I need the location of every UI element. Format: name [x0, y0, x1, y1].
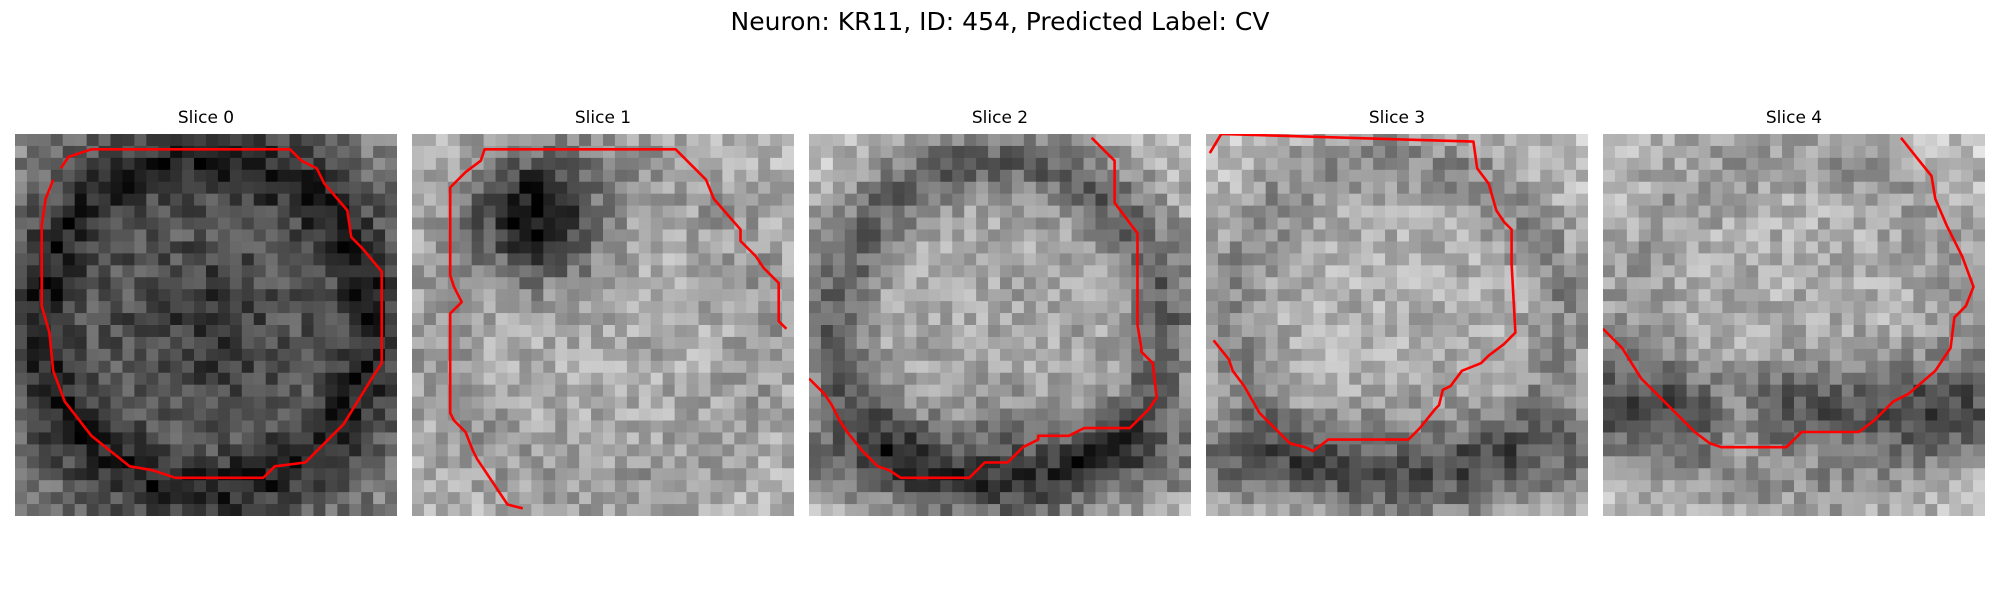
slice-title: Slice 2 [971, 108, 1029, 128]
slice-title: Slice 4 [1765, 108, 1823, 128]
image-pixels [809, 134, 1191, 516]
image-pixels [1603, 134, 1985, 516]
slice-image-1 [412, 134, 794, 516]
slice-image-0 [15, 134, 397, 516]
slice-panel-3: Slice 3 [1206, 107, 1588, 523]
slice-image-3 [1206, 134, 1588, 516]
slice-panel-4: Slice 4 [1603, 107, 1985, 523]
segmentation-contour [1208, 134, 1517, 453]
figure-title: Neuron: KR11, ID: 454, Predicted Label: … [730, 7, 1270, 36]
slice-title: Slice 1 [574, 108, 632, 128]
segmentation-contour [1603, 136, 1975, 449]
segmentation-contour [809, 136, 1158, 480]
slice-image-2 [809, 134, 1191, 516]
slice-title: Slice 0 [177, 108, 235, 128]
image-pixels [1206, 134, 1588, 516]
slice-panel-2: Slice 2 [809, 107, 1191, 523]
segmentation-contour [448, 148, 788, 510]
image-pixels [15, 134, 397, 516]
segmentation-contour [40, 148, 384, 480]
slice-image-4 [1603, 134, 1985, 516]
slice-panel-1: Slice 1 [412, 107, 794, 523]
slice-title: Slice 3 [1368, 108, 1426, 128]
image-pixels [412, 134, 794, 516]
slice-panel-0: Slice 0 [15, 107, 397, 523]
